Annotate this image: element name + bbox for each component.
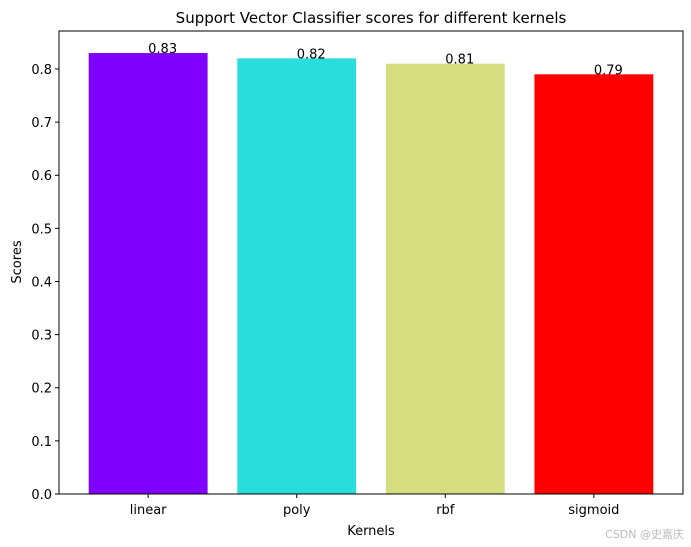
x-tick-label: rbf bbox=[436, 503, 455, 518]
value-label: 0.82 bbox=[297, 47, 326, 62]
x-tick-label: poly bbox=[283, 503, 311, 518]
y-tick-label: 0.8 bbox=[31, 63, 52, 78]
y-tick-label: 0.5 bbox=[31, 222, 52, 237]
y-axis-label: Scores bbox=[10, 240, 25, 283]
bar bbox=[534, 74, 654, 494]
chart-title: Support Vector Classifier scores for dif… bbox=[176, 9, 567, 27]
x-tick-label: sigmoid bbox=[568, 503, 619, 518]
value-label: 0.83 bbox=[148, 42, 177, 57]
bar bbox=[385, 63, 505, 495]
bar bbox=[88, 53, 208, 495]
y-tick-label: 0.3 bbox=[31, 329, 52, 344]
y-tick-label: 0.2 bbox=[31, 382, 52, 397]
y-tick-label: 0.7 bbox=[31, 116, 52, 131]
plot-frame bbox=[58, 30, 684, 495]
value-label: 0.81 bbox=[445, 53, 474, 68]
watermark: CSDN @史嘉庆 bbox=[605, 527, 684, 541]
y-tick-label: 0.1 bbox=[31, 435, 52, 450]
x-axis-label: Kernels bbox=[347, 524, 395, 539]
value-label: 0.79 bbox=[594, 63, 623, 78]
x-tick-label: linear bbox=[130, 503, 167, 518]
y-tick-label: 0.6 bbox=[31, 169, 52, 184]
y-tick-label: 0.0 bbox=[31, 488, 52, 503]
bar bbox=[237, 58, 357, 495]
y-tick-label: 0.4 bbox=[31, 275, 52, 290]
